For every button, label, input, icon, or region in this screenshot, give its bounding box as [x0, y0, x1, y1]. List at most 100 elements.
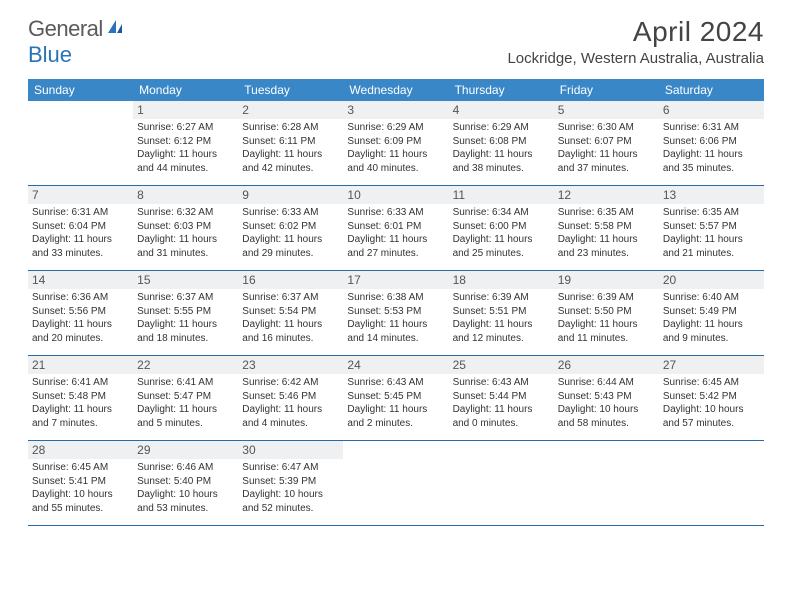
day-header-mon: Monday	[133, 79, 238, 101]
calendar-cell	[659, 441, 764, 525]
daylight-text: Daylight: 11 hours and 5 minutes.	[137, 403, 234, 430]
calendar-week: 14Sunrise: 6:36 AMSunset: 5:56 PMDayligh…	[28, 271, 764, 356]
sunset-text: Sunset: 5:58 PM	[558, 220, 655, 234]
cell-body: Sunrise: 6:31 AMSunset: 6:04 PMDaylight:…	[28, 204, 133, 266]
calendar-grid: Sunday Monday Tuesday Wednesday Thursday…	[28, 79, 764, 526]
page-header: General April 2024 Lockridge, Western Au…	[0, 0, 792, 73]
day-number: 16	[238, 271, 343, 289]
cell-body: Sunrise: 6:33 AMSunset: 6:02 PMDaylight:…	[238, 204, 343, 266]
daylight-text: Daylight: 11 hours and 11 minutes.	[558, 318, 655, 345]
sunset-text: Sunset: 5:53 PM	[347, 305, 444, 319]
day-number: 13	[659, 186, 764, 204]
day-number	[554, 441, 659, 459]
daylight-text: Daylight: 11 hours and 18 minutes.	[137, 318, 234, 345]
sunset-text: Sunset: 5:57 PM	[663, 220, 760, 234]
cell-body: Sunrise: 6:39 AMSunset: 5:50 PMDaylight:…	[554, 289, 659, 351]
cell-body: Sunrise: 6:30 AMSunset: 6:07 PMDaylight:…	[554, 119, 659, 181]
sunset-text: Sunset: 6:11 PM	[242, 135, 339, 149]
cell-body: Sunrise: 6:32 AMSunset: 6:03 PMDaylight:…	[133, 204, 238, 266]
calendar-cell: 13Sunrise: 6:35 AMSunset: 5:57 PMDayligh…	[659, 186, 764, 270]
sunrise-text: Sunrise: 6:42 AM	[242, 376, 339, 390]
cell-body: Sunrise: 6:40 AMSunset: 5:49 PMDaylight:…	[659, 289, 764, 351]
cell-body: Sunrise: 6:31 AMSunset: 6:06 PMDaylight:…	[659, 119, 764, 181]
day-number	[28, 101, 133, 119]
day-number: 14	[28, 271, 133, 289]
calendar-week: 21Sunrise: 6:41 AMSunset: 5:48 PMDayligh…	[28, 356, 764, 441]
page-title: April 2024	[507, 16, 764, 48]
daylight-text: Daylight: 10 hours and 53 minutes.	[137, 488, 234, 515]
sunrise-text: Sunrise: 6:43 AM	[453, 376, 550, 390]
cell-body: Sunrise: 6:29 AMSunset: 6:08 PMDaylight:…	[449, 119, 554, 181]
logo: General	[28, 16, 128, 42]
calendar-cell: 6Sunrise: 6:31 AMSunset: 6:06 PMDaylight…	[659, 101, 764, 185]
cell-body: Sunrise: 6:38 AMSunset: 5:53 PMDaylight:…	[343, 289, 448, 351]
sunset-text: Sunset: 6:06 PM	[663, 135, 760, 149]
sunrise-text: Sunrise: 6:35 AM	[558, 206, 655, 220]
calendar-cell: 11Sunrise: 6:34 AMSunset: 6:00 PMDayligh…	[449, 186, 554, 270]
cell-body: Sunrise: 6:28 AMSunset: 6:11 PMDaylight:…	[238, 119, 343, 181]
sunrise-text: Sunrise: 6:33 AM	[347, 206, 444, 220]
sunrise-text: Sunrise: 6:41 AM	[32, 376, 129, 390]
sunset-text: Sunset: 5:54 PM	[242, 305, 339, 319]
sunset-text: Sunset: 5:51 PM	[453, 305, 550, 319]
day-number: 6	[659, 101, 764, 119]
calendar-cell: 28Sunrise: 6:45 AMSunset: 5:41 PMDayligh…	[28, 441, 133, 525]
sunset-text: Sunset: 5:46 PM	[242, 390, 339, 404]
sunset-text: Sunset: 5:41 PM	[32, 475, 129, 489]
sunset-text: Sunset: 6:04 PM	[32, 220, 129, 234]
sunrise-text: Sunrise: 6:37 AM	[242, 291, 339, 305]
calendar-cell: 10Sunrise: 6:33 AMSunset: 6:01 PMDayligh…	[343, 186, 448, 270]
day-number: 30	[238, 441, 343, 459]
sunrise-text: Sunrise: 6:45 AM	[32, 461, 129, 475]
sunrise-text: Sunrise: 6:33 AM	[242, 206, 339, 220]
sunrise-text: Sunrise: 6:32 AM	[137, 206, 234, 220]
daylight-text: Daylight: 11 hours and 33 minutes.	[32, 233, 129, 260]
calendar-cell: 30Sunrise: 6:47 AMSunset: 5:39 PMDayligh…	[238, 441, 343, 525]
sunrise-text: Sunrise: 6:28 AM	[242, 121, 339, 135]
cell-body: Sunrise: 6:35 AMSunset: 5:57 PMDaylight:…	[659, 204, 764, 266]
sunrise-text: Sunrise: 6:45 AM	[663, 376, 760, 390]
day-number	[343, 441, 448, 459]
sunrise-text: Sunrise: 6:39 AM	[558, 291, 655, 305]
sunset-text: Sunset: 6:02 PM	[242, 220, 339, 234]
sunrise-text: Sunrise: 6:27 AM	[137, 121, 234, 135]
cell-body: Sunrise: 6:33 AMSunset: 6:01 PMDaylight:…	[343, 204, 448, 266]
day-number: 9	[238, 186, 343, 204]
title-block: April 2024 Lockridge, Western Australia,…	[507, 16, 764, 67]
cell-body: Sunrise: 6:37 AMSunset: 5:55 PMDaylight:…	[133, 289, 238, 351]
day-number: 28	[28, 441, 133, 459]
day-number: 25	[449, 356, 554, 374]
weeks-container: 1Sunrise: 6:27 AMSunset: 6:12 PMDaylight…	[28, 101, 764, 526]
cell-body: Sunrise: 6:44 AMSunset: 5:43 PMDaylight:…	[554, 374, 659, 436]
day-number: 2	[238, 101, 343, 119]
calendar-cell: 18Sunrise: 6:39 AMSunset: 5:51 PMDayligh…	[449, 271, 554, 355]
daylight-text: Daylight: 11 hours and 9 minutes.	[663, 318, 760, 345]
sunset-text: Sunset: 6:12 PM	[137, 135, 234, 149]
day-number: 12	[554, 186, 659, 204]
day-number	[659, 441, 764, 459]
daylight-text: Daylight: 11 hours and 14 minutes.	[347, 318, 444, 345]
cell-body: Sunrise: 6:42 AMSunset: 5:46 PMDaylight:…	[238, 374, 343, 436]
cell-body: Sunrise: 6:47 AMSunset: 5:39 PMDaylight:…	[238, 459, 343, 521]
sunrise-text: Sunrise: 6:35 AM	[663, 206, 760, 220]
calendar-cell: 21Sunrise: 6:41 AMSunset: 5:48 PMDayligh…	[28, 356, 133, 440]
daylight-text: Daylight: 11 hours and 25 minutes.	[453, 233, 550, 260]
day-number: 26	[554, 356, 659, 374]
sunset-text: Sunset: 6:00 PM	[453, 220, 550, 234]
day-number: 10	[343, 186, 448, 204]
day-number: 4	[449, 101, 554, 119]
daylight-text: Daylight: 11 hours and 23 minutes.	[558, 233, 655, 260]
daylight-text: Daylight: 11 hours and 31 minutes.	[137, 233, 234, 260]
sunset-text: Sunset: 5:45 PM	[347, 390, 444, 404]
day-header-row: Sunday Monday Tuesday Wednesday Thursday…	[28, 79, 764, 101]
day-header-fri: Friday	[554, 79, 659, 101]
sunset-text: Sunset: 6:01 PM	[347, 220, 444, 234]
cell-body: Sunrise: 6:35 AMSunset: 5:58 PMDaylight:…	[554, 204, 659, 266]
calendar-cell: 19Sunrise: 6:39 AMSunset: 5:50 PMDayligh…	[554, 271, 659, 355]
daylight-text: Daylight: 11 hours and 2 minutes.	[347, 403, 444, 430]
sunset-text: Sunset: 6:03 PM	[137, 220, 234, 234]
sunset-text: Sunset: 5:49 PM	[663, 305, 760, 319]
calendar-cell: 4Sunrise: 6:29 AMSunset: 6:08 PMDaylight…	[449, 101, 554, 185]
calendar-cell: 27Sunrise: 6:45 AMSunset: 5:42 PMDayligh…	[659, 356, 764, 440]
cell-body: Sunrise: 6:45 AMSunset: 5:42 PMDaylight:…	[659, 374, 764, 436]
